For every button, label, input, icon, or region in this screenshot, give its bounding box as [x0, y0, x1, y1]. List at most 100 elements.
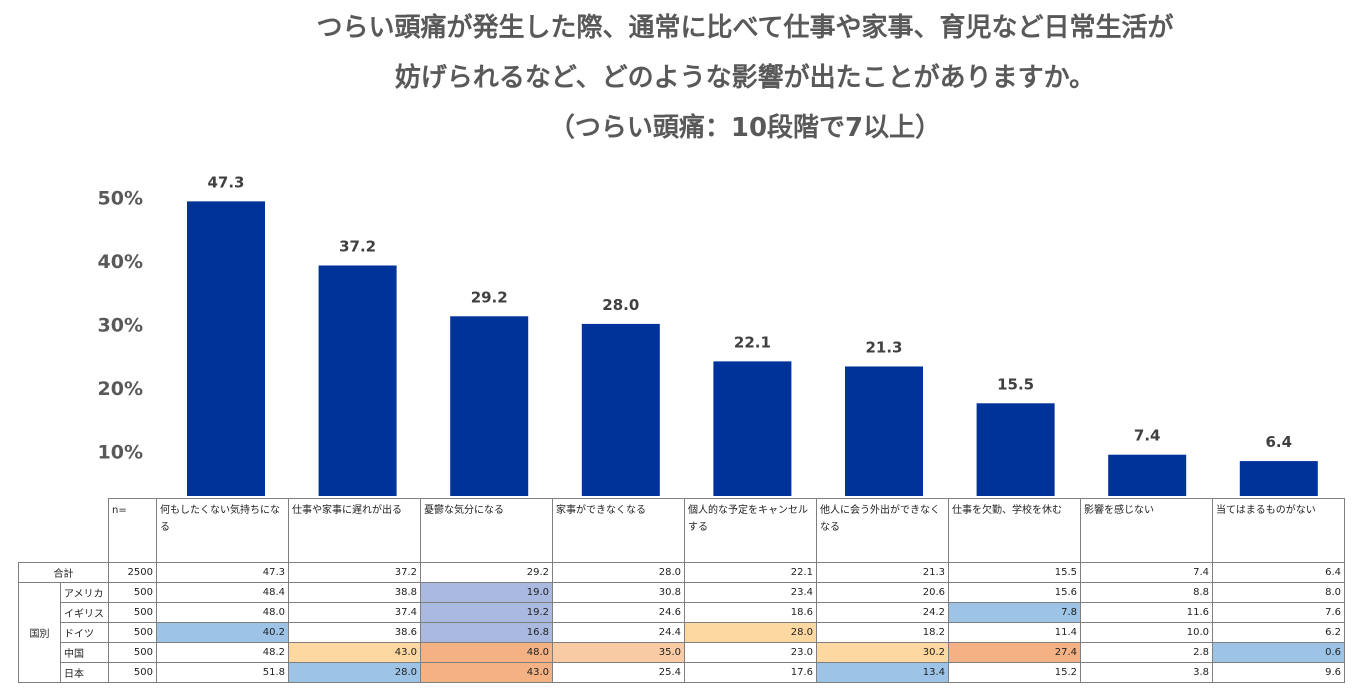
row-label: 合計 — [18, 562, 109, 583]
column-header: 何もしたくない気持ちになる — [156, 498, 289, 563]
column-header: 家事ができなくなる — [552, 498, 685, 563]
table-cell: 19.0 — [420, 582, 553, 603]
table-cell: 48.0 — [420, 642, 553, 663]
bar-value-label: 6.4 — [1266, 433, 1293, 451]
bar — [450, 316, 529, 496]
table-cell: 22.1 — [684, 562, 817, 583]
table-cell: 16.8 — [420, 622, 553, 643]
table-row: 国別 アメリカ 500 48.4 38.8 19.0 30.8 23.4 20.6 15.6 8.8… — [18, 582, 1345, 683]
row-label: アメリカ — [60, 582, 109, 603]
y-tick-label: 20% — [98, 378, 143, 400]
table-cell: 11.4 — [948, 622, 1081, 643]
table-cell: 28.0 — [684, 622, 817, 643]
bar-value-label: 7.4 — [1134, 427, 1161, 445]
bar — [581, 323, 660, 496]
bar-value-label: 29.2 — [471, 288, 508, 306]
bar-value-label: 22.1 — [734, 333, 771, 351]
table-cell: 28.0 — [552, 562, 685, 583]
table-cell: 38.6 — [288, 622, 421, 643]
column-header: 他人に会う外出ができなくなる — [816, 498, 949, 563]
bar — [845, 366, 923, 496]
table-cell: 30.8 — [552, 582, 685, 603]
group-label: 国別 — [18, 582, 61, 683]
bar-value-label: 47.3 — [207, 173, 244, 191]
table-cell: 43.0 — [288, 642, 421, 663]
n-value: 2500 — [108, 562, 157, 583]
n-value: 500 — [108, 642, 157, 663]
bar — [318, 265, 397, 496]
table-cell: 37.4 — [288, 602, 421, 623]
table-cell: 21.3 — [816, 562, 949, 583]
table-cell: 48.4 — [156, 582, 289, 603]
data-table: n= 何もしたくない気持ちになる 仕事や家事に遅れが出る 憂鬱な気分になる 家事ができな… — [18, 498, 1345, 683]
column-header: 当てはまるものがない — [1212, 498, 1345, 563]
column-header: 個人的な予定をキャンセルする — [684, 498, 817, 563]
table-row-total: 合計 2500 47.3 37.2 29.2 28.0 22.1 21.3 15.5 7.4 6.4 — [18, 562, 1345, 583]
n-value: 500 — [108, 582, 157, 603]
table-cell: 3.8 — [1080, 662, 1213, 683]
table-cell: 20.6 — [816, 582, 949, 603]
row-label: 日本 — [60, 662, 109, 683]
table-cell: 15.2 — [948, 662, 1081, 683]
table-cell: 23.0 — [684, 642, 817, 663]
bar — [976, 403, 1055, 496]
column-header: 仕事や家事に遅れが出る — [288, 498, 421, 563]
bar-value-label: 37.2 — [339, 237, 376, 255]
y-tick-label: 10% — [98, 442, 143, 464]
table-cell: 2.8 — [1080, 642, 1213, 663]
table-cell: 24.4 — [552, 622, 685, 643]
n-value: 500 — [108, 602, 157, 623]
table-cell: 18.2 — [816, 622, 949, 643]
y-tick-label: 40% — [98, 251, 143, 273]
column-header: 憂鬱な気分になる — [420, 498, 553, 563]
table-header-row: n= 何もしたくない気持ちになる 仕事や家事に遅れが出る 憂鬱な気分になる 家事ができな… — [19, 498, 1345, 563]
chart-title-line-1: つらい頭痛が発生した際、通常に比べて仕事や家事、育児など日常生活が — [316, 13, 1174, 43]
table-cell: 17.6 — [684, 662, 817, 683]
bar — [187, 201, 265, 497]
n-header: n= — [108, 498, 157, 563]
bar — [1108, 454, 1187, 496]
table-cell: 13.4 — [816, 662, 949, 683]
table-row: ドイツ 500 40.2 38.6 16.8 24.4 28.0 18.2 11.4 10.0 6.… — [19, 622, 1345, 643]
n-value: 500 — [108, 662, 157, 683]
table-cell: 47.3 — [156, 562, 289, 583]
bar-value-label: 15.5 — [997, 375, 1034, 393]
table-cell: 19.2 — [420, 602, 553, 623]
table-cell: 11.6 — [1080, 602, 1213, 623]
table-cell: 25.4 — [552, 662, 685, 683]
chart-title-line-3: （つらい頭痛：10段階で7以上） — [548, 113, 942, 143]
table-cell: 9.6 — [1212, 662, 1345, 683]
table-cell: 29.2 — [420, 562, 553, 583]
table-cell: 7.6 — [1212, 602, 1345, 623]
y-tick-label: 50% — [98, 188, 143, 210]
table-cell: 51.8 — [156, 662, 289, 683]
table-row: イギリス 500 48.0 37.4 19.2 24.6 18.6 24.2 7.8 11.6 7.… — [19, 602, 1345, 623]
table-cell: 48.2 — [156, 642, 289, 663]
table-row: 中国 500 48.2 43.0 48.0 35.0 23.0 30.2 27.4 2.8 0.6 — [19, 642, 1345, 663]
row-label: 中国 — [60, 642, 109, 663]
table-cell: 0.6 — [1212, 642, 1345, 663]
table-cell: 24.6 — [552, 602, 685, 623]
chart-title-line-2: 妨げられるなど、どのような影響が出たことがありますか。 — [394, 63, 1096, 93]
table-cell: 27.4 — [948, 642, 1081, 663]
table-cell: 10.0 — [1080, 622, 1213, 643]
table-cell: 8.0 — [1212, 582, 1345, 603]
table-cell: 37.2 — [288, 562, 421, 583]
y-tick-label: 30% — [98, 315, 143, 337]
table-cell: 48.0 — [156, 602, 289, 623]
table-cell: 15.6 — [948, 582, 1081, 603]
bar-chart: 10% 20% 30% 40% 50% 47.3 37.2 29.2 28.0 22.1 21.3 1… — [98, 173, 1318, 497]
table-cell: 35.0 — [552, 642, 685, 663]
bar-value-label: 21.3 — [865, 338, 902, 356]
table-cell: 23.4 — [684, 582, 817, 603]
column-header: 仕事を欠勤、学校を休む — [948, 498, 1081, 563]
table-cell: 28.0 — [288, 662, 421, 683]
table-row: 日本 500 51.8 28.0 43.0 25.4 17.6 13.4 15.2 3.8 9.6 — [19, 662, 1345, 683]
column-header: 影響を感じない — [1080, 498, 1213, 563]
bar — [1239, 461, 1318, 496]
table-cell: 38.8 — [288, 582, 421, 603]
table-cell: 15.5 — [948, 562, 1081, 583]
table-corner — [19, 499, 109, 563]
bar-value-label: 28.0 — [602, 296, 639, 314]
table-cell: 6.4 — [1212, 562, 1345, 583]
